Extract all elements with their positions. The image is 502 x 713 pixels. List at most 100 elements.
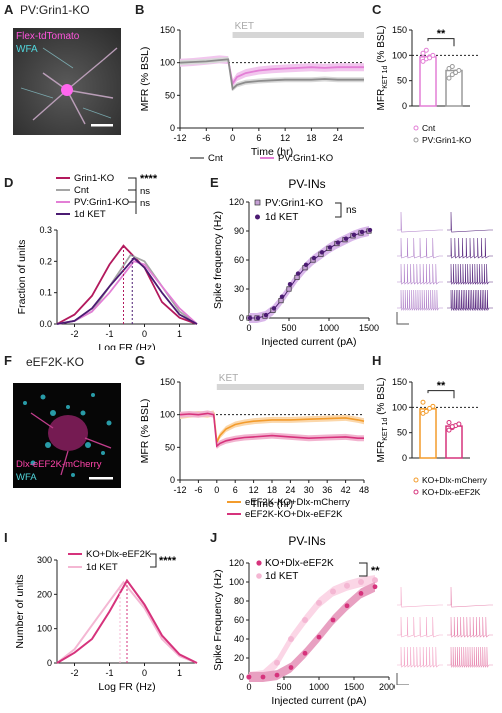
data-point bbox=[430, 52, 436, 58]
y-tick-label: 60 bbox=[234, 255, 244, 265]
x-axis-label: Log FR (Hz) bbox=[98, 342, 155, 350]
x-tick-label: 0 bbox=[246, 323, 251, 333]
legend-label-0: KO+Dlx-mCherry bbox=[422, 475, 488, 485]
x-tick-label: -6 bbox=[202, 133, 210, 143]
sig-label: **** bbox=[159, 555, 177, 567]
y-axis-label: Spike frequency (Hz) bbox=[212, 211, 224, 309]
point-eef2k bbox=[260, 674, 266, 680]
legend-cnt-label: Cnt bbox=[208, 153, 223, 164]
y-tick-label: 150 bbox=[392, 377, 407, 387]
point-eef2k bbox=[246, 674, 252, 680]
y-axis-label: MFRKET 1d (% BSL) bbox=[376, 378, 389, 463]
y-tick-label: 40 bbox=[234, 634, 244, 644]
data-point bbox=[453, 70, 459, 76]
y-tick-label: 100 bbox=[160, 410, 175, 420]
scale-bar bbox=[396, 312, 409, 325]
x-tick-label: 1 bbox=[177, 668, 182, 678]
pv-ko-sem-band bbox=[180, 55, 364, 88]
point-1d-ket bbox=[288, 636, 294, 642]
y-tick-label: 120 bbox=[229, 197, 244, 207]
y-tick-label: 0 bbox=[170, 123, 175, 133]
panel-a-micrograph-svg bbox=[13, 28, 121, 135]
x-tick-label: 1 bbox=[177, 329, 182, 339]
sig-label: ** bbox=[371, 565, 380, 577]
legend-label-pv-ko: PV:Grin1-KO bbox=[265, 198, 323, 209]
bar-0 bbox=[419, 56, 437, 107]
panel-f-label-mcherry: Dlx-eEF2K-mCherry bbox=[16, 459, 102, 470]
y-tick-label: 50 bbox=[165, 90, 175, 100]
ket-sem-band bbox=[249, 575, 375, 682]
panel-f-micrograph: Dlx-eEF2K-mCherry WFA bbox=[13, 383, 121, 488]
eef2k-sem-band bbox=[249, 581, 375, 682]
x-axis-label: Time (hr) bbox=[251, 498, 293, 510]
x-tick-label: 0 bbox=[214, 485, 219, 495]
point-1d-ket bbox=[295, 271, 301, 276]
x-tick-label: 12 bbox=[249, 485, 259, 495]
x-tick-label: 6 bbox=[256, 133, 261, 143]
x-tick-label: 1000 bbox=[309, 682, 329, 692]
ap-trace bbox=[397, 646, 443, 668]
series-line-ket bbox=[56, 580, 198, 664]
point-1d-ket bbox=[335, 240, 341, 245]
y-axis-label: MFR (% BSL) bbox=[139, 47, 151, 112]
sig-label-1: **** bbox=[140, 173, 158, 185]
y-tick-label: 100 bbox=[37, 624, 52, 634]
y-axis-label: Fraction of units bbox=[16, 240, 28, 315]
point-1d-ket bbox=[279, 294, 285, 299]
panel-letter-i: I bbox=[4, 530, 8, 545]
x-tick-label: 42 bbox=[341, 485, 351, 495]
data-point bbox=[446, 420, 452, 426]
legend-label-eef2k: KO+Dlx-eEF2K bbox=[265, 558, 334, 569]
ap-trace bbox=[447, 616, 493, 638]
x-tick-label: -2 bbox=[70, 329, 78, 339]
data-point bbox=[456, 421, 462, 427]
ap-trace bbox=[447, 237, 493, 259]
point-1d-ket bbox=[330, 588, 336, 595]
y-tick-label: 150 bbox=[160, 377, 175, 387]
legend-ket-label: 1d KET bbox=[86, 562, 118, 573]
y-tick-label: 150 bbox=[160, 25, 175, 35]
y-tick-label: 50 bbox=[165, 442, 175, 452]
point-1d-ket bbox=[344, 582, 350, 589]
y-tick-label: 0 bbox=[402, 453, 407, 463]
panel-letter-b: B bbox=[135, 2, 145, 17]
ket-label: KET bbox=[235, 21, 254, 32]
eef2k-sem-band bbox=[180, 410, 364, 449]
y-tick-label: 300 bbox=[37, 555, 52, 565]
point-eef2k bbox=[344, 603, 350, 609]
panel-f-label-wfa: WFA bbox=[16, 472, 37, 483]
x-tick-label: -12 bbox=[173, 485, 186, 495]
y-tick-label: 50 bbox=[397, 76, 407, 86]
sig-bracket-3 bbox=[128, 201, 137, 214]
point-eef2k bbox=[288, 665, 294, 670]
point-1d-ket bbox=[327, 245, 333, 250]
point-1d-ket bbox=[263, 312, 269, 318]
data-point bbox=[420, 50, 426, 56]
ket-bar bbox=[232, 32, 364, 38]
point-pv-ko bbox=[294, 274, 300, 280]
x-tick-label: -6 bbox=[194, 485, 202, 495]
point-1d-ket bbox=[287, 281, 293, 287]
ap-trace bbox=[447, 586, 493, 608]
y-tick-label: 90 bbox=[234, 226, 244, 236]
x-tick-label: 1000 bbox=[319, 323, 339, 333]
y-tick-label: 0.3 bbox=[39, 225, 52, 235]
point-pv-ko bbox=[286, 286, 292, 292]
panel-f-title: eEF2K-KO bbox=[26, 355, 85, 369]
legend-label-1: KO+Dlx-eEF2K bbox=[422, 487, 481, 497]
panel-a-title: PV:Grin1-KO bbox=[20, 3, 90, 17]
x-tick-label: 0 bbox=[142, 329, 147, 339]
x-tick-label: 12 bbox=[280, 133, 290, 143]
data-point bbox=[420, 399, 426, 405]
panel-letter-h: H bbox=[372, 353, 382, 368]
legend-eef2k-label: KO+Dlx-eEF2K bbox=[86, 549, 152, 560]
point-eef2k bbox=[316, 634, 322, 640]
x-tick-label: 24 bbox=[333, 133, 343, 143]
y-tick-label: 0 bbox=[402, 101, 407, 111]
ket-label: KET bbox=[219, 373, 238, 384]
x-tick-label: 18 bbox=[306, 133, 316, 143]
chart-title: PV-INs bbox=[288, 534, 325, 548]
y-axis-label: Number of units bbox=[14, 574, 26, 648]
